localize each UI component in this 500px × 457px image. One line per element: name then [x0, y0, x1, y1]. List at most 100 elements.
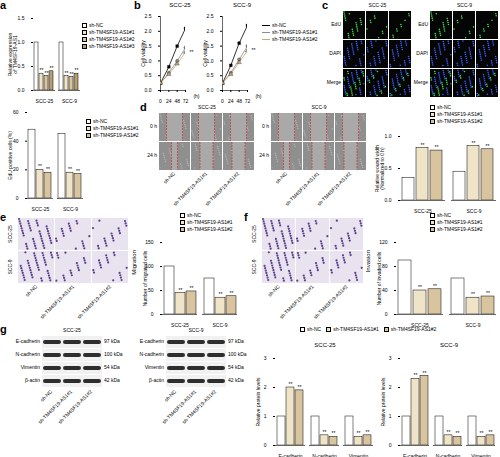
svg-text:N-cadherin: N-cadherin	[436, 453, 461, 457]
svg-text:SCC-9: SCC-9	[7, 259, 13, 274]
svg-text:120: 120	[379, 239, 388, 245]
svg-text:Relative protein levels: Relative protein levels	[255, 377, 261, 426]
svg-text:sh-TM4SF19-AS1#1: sh-TM4SF19-AS1#1	[278, 283, 315, 320]
svg-text:Merge: Merge	[327, 79, 341, 85]
svg-text:0: 0	[159, 98, 162, 104]
svg-text:E-cadherin: E-cadherin	[140, 338, 164, 344]
svg-text:sh-NC: sh-NC	[274, 170, 289, 185]
svg-text:0.0: 0.0	[207, 87, 214, 93]
svg-text:sh-TM4SF19-AS1#2: sh-TM4SF19-AS1#2	[57, 388, 94, 425]
svg-text:**: **	[332, 430, 336, 436]
svg-text:E-cadherin: E-cadherin	[403, 453, 427, 457]
svg-text:**: **	[45, 70, 49, 76]
svg-text:Vimentin: Vimentin	[145, 364, 165, 370]
svg-text:Vimentin: Vimentin	[349, 453, 369, 457]
svg-text:sh-NC: sh-NC	[266, 283, 281, 298]
svg-text:**: **	[179, 287, 183, 293]
svg-text:**: **	[252, 47, 256, 53]
svg-text:sh-TM4SF19-AS1#2: sh-TM4SF19-AS1#2	[312, 283, 349, 320]
svg-text:Number of invaded cells: Number of invaded cells	[376, 251, 382, 305]
svg-text:0: 0	[264, 442, 267, 448]
svg-text:sh-TM4SF19-AS1#2: sh-TM4SF19-AS1#2	[316, 170, 353, 207]
svg-text:SCC-25: SCC-25	[198, 104, 216, 110]
svg-text:**: **	[486, 290, 490, 296]
svg-text:**: **	[323, 429, 327, 435]
svg-text:sh-TM4SF19-AS1#1: sh-TM4SF19-AS1#1	[39, 283, 76, 320]
svg-text:SCC-25: SCC-25	[369, 2, 387, 8]
svg-text:Vimentin: Vimentin	[21, 364, 41, 370]
svg-text:0: 0	[389, 442, 392, 448]
svg-text:E-cadherin: E-cadherin	[278, 453, 302, 457]
svg-text:24 h: 24 h	[259, 152, 269, 158]
svg-text:EdU: EdU	[418, 21, 428, 27]
svg-text:(h): (h)	[255, 93, 261, 99]
svg-text:**: **	[298, 384, 302, 390]
svg-text:β-actin: β-actin	[149, 377, 164, 383]
svg-text:Relative protein levels: Relative protein levels	[380, 377, 386, 426]
svg-text:Cell viability: Cell viability	[202, 40, 208, 67]
svg-text:0 h: 0 h	[262, 123, 269, 129]
svg-text:**: **	[447, 429, 451, 435]
svg-text:Cell viability: Cell viability	[140, 40, 146, 67]
svg-text:SCC-25: SCC-25	[171, 322, 189, 328]
svg-text:sh-TM4SF19-AS1#1: sh-TM4SF19-AS1#1	[172, 170, 209, 207]
svg-text:2.5: 2.5	[145, 13, 152, 19]
svg-text:DAPI: DAPI	[416, 50, 428, 56]
svg-text:0: 0	[221, 98, 224, 104]
svg-text:E-cadherin: E-cadherin	[16, 338, 40, 344]
svg-text:48: 48	[174, 98, 180, 104]
svg-text:SCC-9: SCC-9	[466, 208, 481, 214]
svg-text:**: **	[471, 291, 475, 297]
svg-text:3: 3	[264, 355, 267, 361]
svg-text:SCC-9: SCC-9	[63, 206, 78, 212]
svg-text:SCC-25: SCC-25	[251, 225, 257, 243]
svg-text:42 kDa: 42 kDa	[228, 377, 244, 383]
svg-text:72: 72	[245, 98, 251, 104]
svg-text:β-actin: β-actin	[25, 377, 40, 383]
svg-text:0.0: 0.0	[18, 87, 25, 93]
svg-text:24: 24	[228, 98, 234, 104]
svg-text:sh-TM4SF19-AS1#2: sh-TM4SF19-AS1#2	[204, 170, 241, 207]
svg-text:N-cadherin: N-cadherin	[140, 351, 165, 357]
svg-text:**: **	[65, 70, 69, 76]
svg-text:EdU: EdU	[331, 21, 341, 27]
svg-text:sh-NC: sh-NC	[162, 170, 177, 185]
svg-text:**: **	[46, 166, 50, 172]
svg-text:2.0: 2.0	[207, 28, 214, 34]
svg-text:**: **	[421, 142, 425, 148]
svg-text:54 kDa: 54 kDa	[228, 364, 244, 370]
svg-text:sh-TM4SF19-AS1#1: sh-TM4SF19-AS1#1	[161, 388, 198, 425]
svg-text:SCC-9: SCC-9	[212, 322, 227, 328]
svg-text:0: 0	[385, 311, 388, 317]
svg-text:2: 2	[389, 384, 392, 390]
svg-text:1.5: 1.5	[18, 15, 25, 21]
svg-text:SCC-25: SCC-25	[32, 206, 50, 212]
svg-text:SCC-9: SCC-9	[251, 259, 257, 274]
svg-text:**: **	[68, 166, 72, 172]
svg-text:0.0: 0.0	[145, 87, 152, 93]
svg-text:**: **	[486, 143, 490, 149]
svg-text:sh-TM4SF19-AS1#2: sh-TM4SF19-AS1#2	[76, 283, 113, 320]
svg-text:N-cadherin: N-cadherin	[16, 351, 41, 357]
svg-text:**: **	[472, 140, 476, 146]
svg-text:Relative expressionof TM4SF19-: Relative expressionof TM4SF19-AS1	[7, 32, 18, 76]
svg-text:Relative wound width(Normalize: Relative wound width(Normalized to 0 h)	[374, 145, 385, 192]
svg-text:**: **	[366, 429, 370, 435]
svg-text:N-cadherin: N-cadherin	[312, 453, 337, 457]
svg-text:0.5: 0.5	[207, 72, 214, 78]
svg-text:0.5: 0.5	[385, 165, 392, 171]
svg-text:**: **	[414, 372, 418, 378]
svg-text:**: **	[230, 290, 234, 296]
svg-text:sh-TM4SF19-AS1#1: sh-TM4SF19-AS1#1	[37, 388, 74, 425]
svg-text:0.5: 0.5	[18, 63, 25, 69]
svg-text:60: 60	[13, 109, 19, 115]
svg-text:100 kDa: 100 kDa	[228, 351, 247, 357]
svg-text:**: **	[357, 430, 361, 436]
svg-text:0.5: 0.5	[145, 72, 152, 78]
svg-text:72: 72	[183, 98, 189, 104]
svg-text:48: 48	[236, 98, 242, 104]
svg-text:50: 50	[148, 287, 154, 293]
svg-text:SCC-9: SCC-9	[62, 98, 77, 104]
svg-text:**: **	[219, 291, 223, 297]
svg-text:1.0: 1.0	[385, 133, 392, 139]
